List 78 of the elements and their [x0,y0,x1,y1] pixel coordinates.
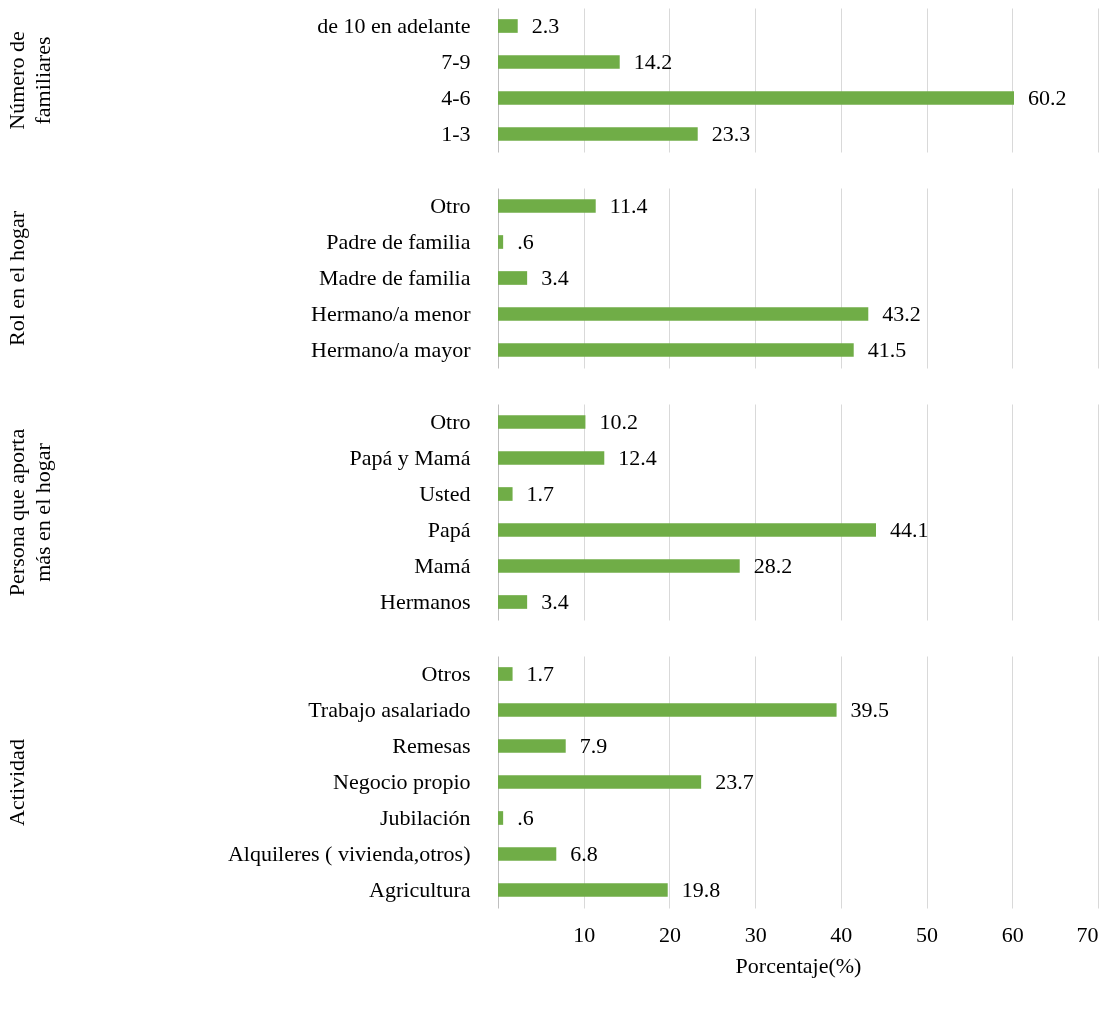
y-tick-label: Agricultura [369,877,471,902]
bar [498,775,702,789]
data-label: 11.4 [609,193,648,218]
y-axis-title: Actividad [3,739,29,826]
bar [498,199,596,213]
y-tick-label: de 10 en adelante [317,13,471,38]
x-tick-label: 10 [573,921,596,947]
y-tick-label: 7-9 [441,49,471,74]
bar [498,91,1014,105]
y-tick-label: 1-3 [441,121,471,146]
bar [498,19,518,33]
bar [498,667,513,681]
bar [498,127,698,141]
data-label: 39.5 [850,697,890,722]
y-tick-label: Madre de familia [319,265,471,290]
y-tick-label: Jubilación [380,805,471,830]
data-label: .6 [517,805,534,830]
data-label: 23.7 [715,769,754,794]
y-tick-label: Otro [430,409,471,434]
data-label: 10.2 [599,409,638,434]
data-label: 7.9 [579,733,608,758]
y-tick-label: Mamá [414,553,471,578]
bar [498,883,668,897]
data-label: 6.8 [570,841,598,866]
data-label: 19.8 [681,877,721,902]
x-tick-label: 20 [658,921,681,947]
y-tick-label: Alquileres ( vivienda,otros) [227,841,471,866]
y-axis-title: Número de familiares [3,31,55,130]
y-tick-label: 4-6 [441,85,471,110]
data-label: 1.7 [526,481,555,506]
y-tick-label: Otro [430,193,471,218]
data-label: 12.4 [618,445,657,470]
data-label: 41.5 [867,337,907,362]
y-axis-title: Persona que aporta más en el hogar [3,428,55,597]
bar [498,847,557,861]
bar [498,811,504,825]
y-tick-label: Padre de familia [326,229,471,254]
bar [498,55,620,69]
bar [498,487,513,501]
x-tick-label: 60 [1001,921,1024,947]
bar [498,523,876,537]
data-label: 23.3 [711,121,751,146]
x-tick-label: 50 [916,921,939,947]
bar [498,235,504,249]
data-label: 44.1 [890,517,929,542]
data-label: 43.2 [882,301,921,326]
data-label: 28.2 [753,553,793,578]
y-tick-label: Hermano/a mayor [311,337,472,362]
bar [498,595,528,609]
y-tick-label: Negocio propio [333,769,471,794]
bar [498,703,837,717]
y-tick-label: Otros [421,661,471,686]
x-tick-label: 30 [744,921,767,947]
y-tick-label: Usted [419,481,471,506]
data-label: 14.2 [633,49,673,74]
x-axis-title: Porcentaje(%) [735,952,862,978]
bar [498,739,566,753]
data-label: 3.4 [541,265,569,290]
bar [498,451,605,465]
bar [498,307,869,321]
data-label: 1.7 [526,661,555,686]
y-tick-label: Remesas [392,733,471,758]
y-tick-label: Trabajo asalariado [308,697,471,722]
y-tick-label: Papá [427,517,471,542]
data-label: 60.2 [1028,85,1067,110]
x-tick-label: 70 [1076,921,1099,947]
y-tick-label: Papá y Mamá [349,445,471,470]
bar [498,559,740,573]
data-label: .6 [517,229,534,254]
y-tick-label: Hermano/a menor [311,301,472,326]
y-tick-label: Hermanos [380,589,471,614]
x-tick-label: 40 [830,921,853,947]
bar [498,415,586,429]
y-axis-title: Rol en el hogar [3,210,29,347]
bar [498,271,528,285]
data-label: 3.4 [541,589,569,614]
bar [498,343,854,357]
data-label: 2.3 [531,13,560,38]
